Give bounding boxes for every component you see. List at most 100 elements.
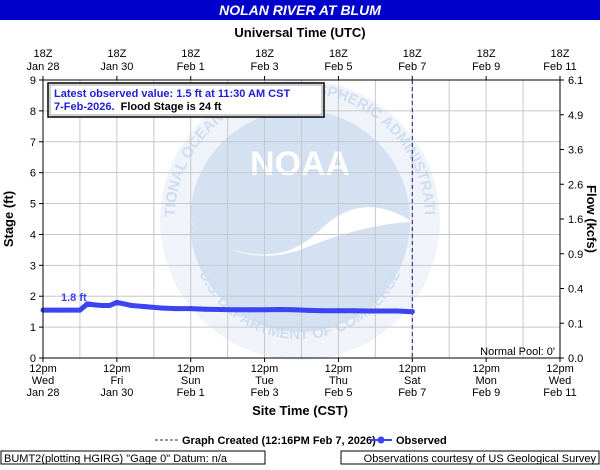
left-tick-label: 3 [30,260,36,272]
flood-stage-text: Flood Stage is 24 ft [121,101,222,113]
observed-point [84,301,90,307]
right-axis-title: Flow (kcfs) [584,185,599,253]
left-tick-label: 6 [30,168,36,180]
left-tick-label: 1 [30,322,36,334]
right-tick-label: 1.6 [568,214,583,226]
observed-point [129,302,135,308]
chart-title: NOLAN RIVER AT BLUM [219,2,381,18]
top-tick-time: 18Z [329,48,348,60]
observed-point [114,299,120,305]
observed-point [58,307,64,313]
footer-left: BUMT2(plotting HGIRG) "Gage 0" Datum: n/… [4,453,228,465]
top-tick-time: 18Z [551,48,570,60]
observed-point [143,304,149,310]
footer-left-box [0,450,266,465]
observed-point [99,302,105,308]
observed-point [276,307,282,313]
bottom-tick-date: Feb 7 [398,387,426,399]
bottom-tick-time: 12pm [251,363,279,375]
bottom-tick-day: Sun [181,375,201,387]
bottom-tick-date: Feb 1 [177,387,205,399]
bottom-tick-day: Tue [255,375,274,387]
observed-point [188,306,194,312]
bottom-tick-date: Feb 9 [472,387,500,399]
right-axis-ticks: 0.0 0.1 0.4 0.9 1.6 2.6 3.6 4.9 6.1 [560,75,583,365]
top-tick-date: Feb 3 [251,61,279,73]
bottom-tick-day: Fri [110,375,123,387]
left-tick-label: 0 [30,353,36,365]
top-tick-date: Feb 7 [398,61,426,73]
bottom-tick-day: Sat [404,375,421,387]
left-tick-label: 7 [30,137,36,149]
top-tick-time: 18Z [477,48,496,60]
observed-point [217,307,223,313]
top-tick-date: Feb 5 [324,61,352,73]
top-tick-time: 18Z [255,48,274,60]
observed-point [158,305,164,311]
bottom-tick-time: 12pm [29,363,57,375]
observed-point [409,309,415,315]
bottom-tick-date: Feb 5 [324,387,352,399]
top-tick-date: Jan 28 [26,61,59,73]
bottom-tick-time: 12pm [177,363,205,375]
observed-point [77,307,83,313]
bottom-tick-day: Mon [475,375,496,387]
observed-point [247,307,253,313]
footer-right: Observations courtesy of US Geological S… [364,453,597,465]
observed-point [121,301,127,307]
footer-right-box [340,450,600,465]
bottom-tick-date: Feb 3 [251,387,279,399]
top-tick-time: 18Z [403,48,422,60]
observed-point [350,308,356,314]
left-axis-ticks: 0 1 2 3 4 5 6 7 8 9 [30,75,43,365]
bottom-tick-time: 12pm [103,363,131,375]
normal-pool-label: Normal Pool: 0' [480,346,555,358]
right-tick-label: 0.4 [568,284,583,296]
bottom-tick-time: 12pm [472,363,500,375]
top-tick-time: 18Z [107,48,126,60]
top-tick-time: 18Z [34,48,53,60]
bottom-tick-date: Jan 28 [26,387,59,399]
top-tick-time: 18Z [181,48,200,60]
title-banner [0,0,600,20]
right-tick-label: 0.1 [568,318,583,330]
observed-point [380,308,386,314]
bottom-tick-day: Thu [329,375,348,387]
logo-text: NOAA [250,145,350,183]
right-tick-label: 3.6 [568,145,583,157]
observed-point [395,308,401,314]
bottom-tick-time: 12pm [325,363,353,375]
annotation-date: 7-Feb-2026. [54,101,115,113]
observed-point [92,302,98,308]
peak-label: 1.8 ft [61,292,87,304]
right-tick-label: 0.0 [568,353,583,365]
bottom-tick-time: 12pm [399,363,427,375]
observed-point [335,308,341,314]
left-tick-label: 2 [30,291,36,303]
right-tick-label: 6.1 [568,75,583,87]
bottom-tick-date: Feb 11 [543,387,576,399]
bottom-tick-time: 12pm [546,363,574,375]
annotation-line1: Latest observed value: 1.5 ft at 11:30 A… [54,88,290,100]
top-tick-date: Feb 1 [177,61,205,73]
top-axis-title: Universal Time (UTC) [234,25,365,40]
left-axis-title: Stage (ft) [1,191,16,247]
legend-created-label: Graph Created (12:16PM Feb 7, 2026) [182,435,376,447]
top-tick-date: Feb 11 [543,61,576,73]
observed-point [321,308,327,314]
observed-point [232,307,238,313]
observed-point [306,307,312,313]
legend: Graph Created (12:16PM Feb 7, 2026) Obse… [155,435,447,447]
top-tick-date: Feb 9 [472,61,500,73]
observed-point [106,302,112,308]
bottom-axis-title: Site Time (CST) [252,403,348,418]
bottom-tick-date: Jan 30 [100,387,133,399]
left-tick-label: 5 [30,199,36,211]
observed-point [262,307,268,313]
observed-series [40,299,415,315]
bottom-tick-day: Wed [549,375,571,387]
left-tick-label: 9 [30,75,36,87]
